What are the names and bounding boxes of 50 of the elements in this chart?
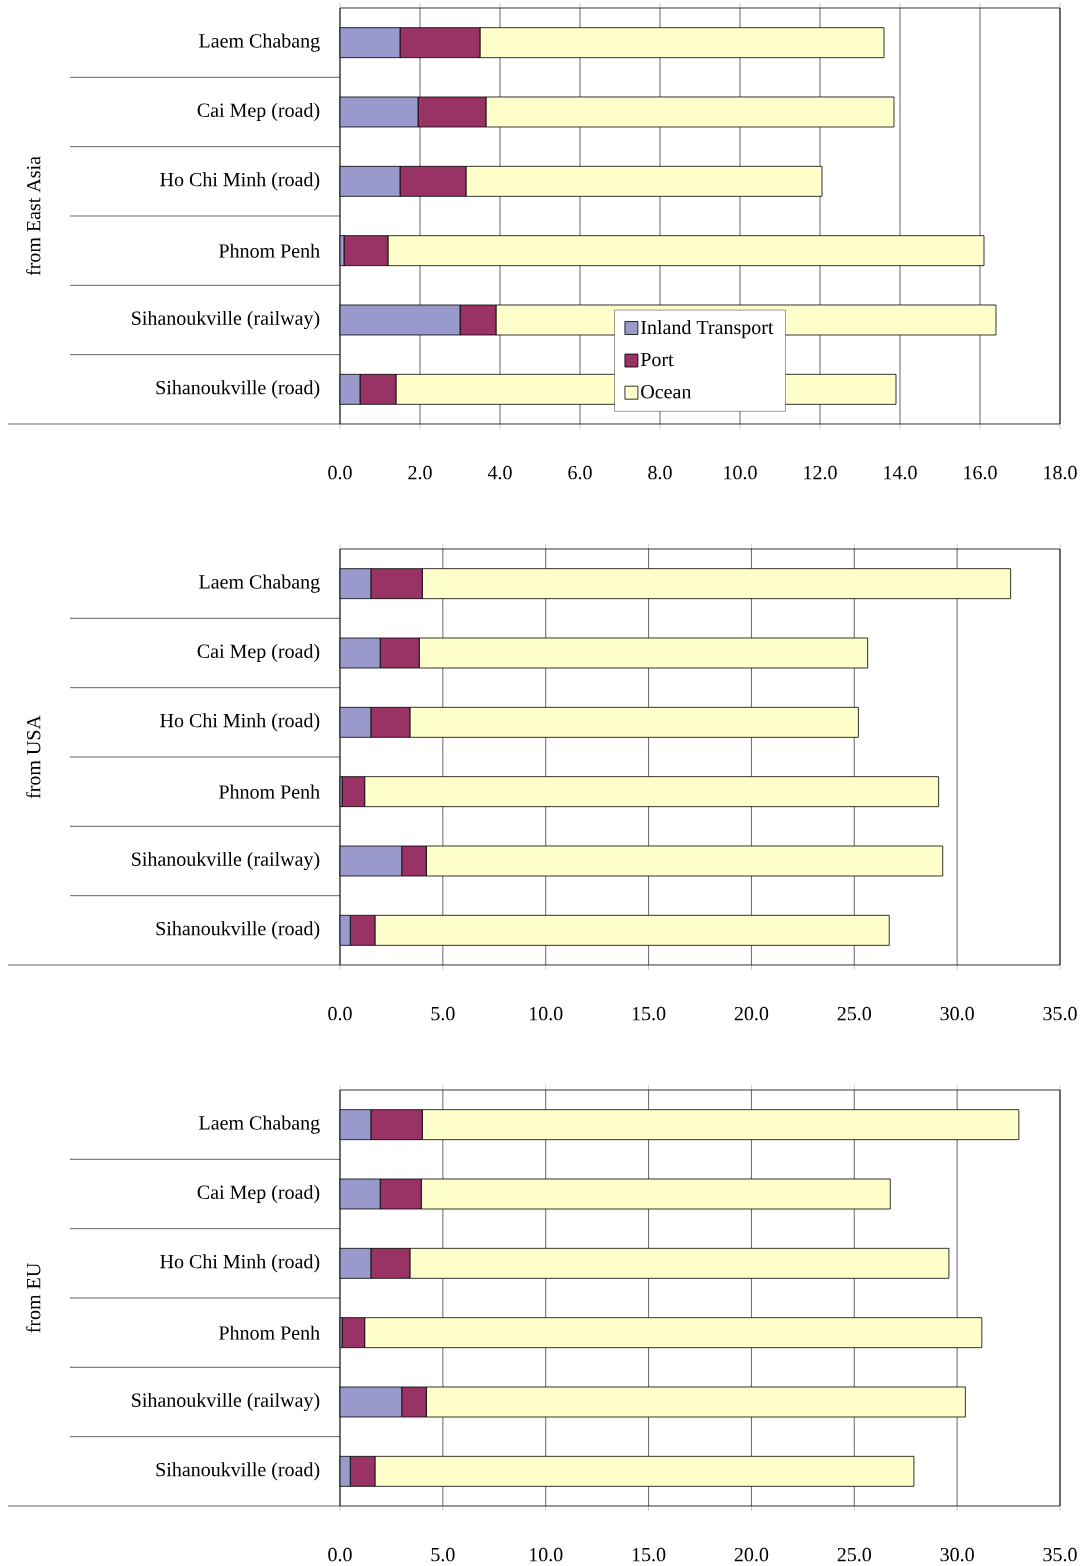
x-tick-label: 14.0 (884, 465, 917, 480)
x-tick-label: 2.0 (408, 465, 432, 480)
x-tick-label: 12.0 (804, 465, 837, 480)
x-tick-label: 0.0 (328, 465, 352, 480)
y-tick-label: Laem Chabang (199, 33, 320, 52)
x-tick-label: 25.0 (837, 1547, 872, 1562)
legend-label: Port (640, 352, 674, 367)
x-tick-label: 15.0 (632, 1547, 666, 1562)
y-tick-label: Sihanoukville (railway) (132, 1392, 320, 1412)
x-tick-label: 16.0 (964, 465, 997, 480)
y-axis-title: from East Asia (26, 156, 41, 276)
y-tick-label: Ho Chi Minh (road) (160, 1254, 320, 1273)
y-tick-label: Laem Chabang (199, 574, 320, 593)
y-tick-label: Cai Mep (road) (197, 102, 320, 122)
y-tick-label: Sihanoukville (railway) (132, 851, 320, 871)
x-tick-label: 18.0 (1044, 465, 1077, 480)
y-tick-label: Sihanoukville (road) (156, 1462, 320, 1481)
y-tick-label: Sihanoukville (road) (156, 921, 320, 940)
y-tick-label: Cai Mep (road) (197, 643, 320, 663)
x-tick-label: 4.0 (487, 465, 512, 480)
x-tick-label: 10.0 (724, 465, 757, 480)
y-tick-label: Phnom Penh (219, 1325, 320, 1340)
y-tick-label: Ho Chi Minh (road) (160, 713, 320, 732)
y-tick-label: Phnom Penh (219, 243, 320, 258)
y-tick-label: Laem Chabang (199, 1115, 320, 1134)
x-tick-label: 15.0 (632, 1006, 666, 1021)
y-axis-title: from EU (26, 1263, 41, 1333)
x-tick-label: 10.0 (529, 1006, 563, 1021)
x-tick-label: 20.0 (734, 1547, 769, 1562)
x-tick-label: 0.0 (328, 1547, 352, 1562)
legend-label: Ocean (641, 385, 692, 399)
x-tick-label: 25.0 (837, 1006, 872, 1021)
y-tick-label: Phnom Penh (219, 784, 320, 799)
x-tick-label: 30.0 (940, 1547, 974, 1562)
x-tick-label: 5.0 (431, 1547, 455, 1562)
x-tick-label: 5.0 (431, 1006, 455, 1021)
x-tick-label: 0.0 (328, 1006, 352, 1021)
x-tick-label: 6.0 (568, 465, 592, 480)
x-tick-label: 35.0 (1043, 1006, 1077, 1021)
x-tick-label: 30.0 (940, 1006, 974, 1021)
y-axis-title: from USA (26, 715, 41, 799)
x-tick-label: 20.0 (734, 1006, 769, 1021)
y-tick-label: Ho Chi Minh (road) (160, 172, 320, 191)
y-tick-label: Cai Mep (road) (197, 1184, 320, 1204)
x-tick-label: 8.0 (648, 465, 672, 480)
y-tick-label: Sihanoukville (railway) (132, 310, 320, 330)
x-tick-label: 35.0 (1043, 1547, 1077, 1562)
y-tick-label: Sihanoukville (road) (156, 380, 320, 399)
x-tick-label: 10.0 (529, 1547, 563, 1562)
legend-label: Inland Transport (641, 320, 774, 339)
